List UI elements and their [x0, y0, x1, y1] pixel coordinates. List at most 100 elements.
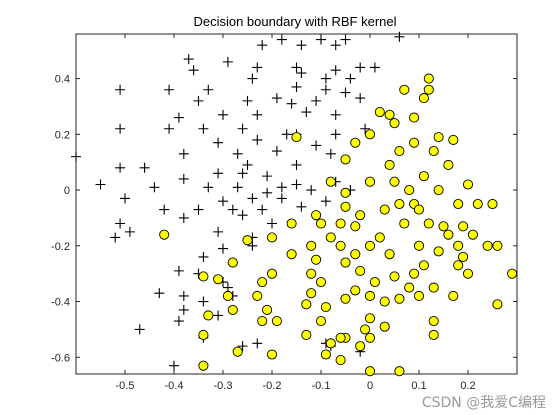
circle-marker: [433, 246, 444, 257]
circle-marker: [462, 268, 474, 279]
plus-marker: [330, 109, 341, 120]
plus-marker: [355, 93, 366, 104]
circle-marker: [394, 293, 405, 304]
circle-marker: [438, 221, 449, 232]
circle-marker: [301, 299, 312, 310]
circle-marker: [389, 271, 400, 282]
plus-marker: [178, 148, 189, 159]
circle-marker: [203, 310, 214, 321]
plus-marker: [218, 109, 228, 120]
plus-marker: [252, 338, 263, 349]
y-tick-label: -0.6: [51, 352, 70, 364]
circle-marker: [350, 221, 361, 232]
circle-marker: [428, 282, 439, 293]
plus-marker: [124, 226, 135, 237]
circle-marker: [364, 240, 376, 251]
plus-marker: [330, 65, 341, 76]
series-circle-markers: [159, 73, 518, 377]
plus-marker: [159, 204, 170, 215]
circle-marker: [286, 249, 297, 260]
plus-marker: [134, 324, 145, 335]
plus-marker: [330, 40, 341, 51]
circle-marker: [413, 204, 425, 215]
plus-marker: [115, 162, 126, 173]
circle-marker: [242, 235, 253, 246]
x-tick-label: -0.2: [263, 380, 282, 392]
plus-marker: [178, 304, 189, 315]
circle-marker: [433, 132, 444, 143]
circle-marker: [487, 198, 498, 210]
circle-marker: [311, 254, 322, 265]
plus-marker: [281, 129, 292, 140]
circle-marker: [384, 159, 395, 171]
plus-marker: [330, 129, 341, 140]
plus-marker: [311, 140, 322, 151]
circle-marker: [453, 260, 464, 271]
circle-marker: [306, 240, 317, 251]
circle-marker: [286, 218, 297, 229]
circle-marker: [311, 210, 322, 221]
circle-marker: [418, 171, 429, 182]
circle-marker: [413, 290, 425, 302]
plus-marker: [237, 341, 248, 352]
circle-marker: [355, 210, 366, 221]
circle-marker: [423, 84, 434, 95]
circle-marker: [394, 145, 405, 157]
y-tick-label: 0.4: [55, 74, 70, 86]
plus-marker: [213, 226, 224, 237]
plus-marker: [276, 182, 287, 193]
plus-marker: [306, 185, 317, 196]
circle-marker: [482, 240, 493, 251]
circle-marker: [306, 268, 317, 279]
plus-marker: [296, 68, 307, 79]
plus-marker: [369, 62, 380, 73]
plus-marker: [296, 201, 307, 212]
circle-marker: [448, 134, 459, 145]
plus-marker: [267, 218, 277, 229]
circle-marker: [467, 229, 478, 240]
circle-marker: [227, 257, 238, 268]
circle-marker: [198, 360, 209, 371]
plus-marker: [95, 179, 106, 190]
circle-marker: [409, 268, 420, 279]
circle-marker: [266, 232, 278, 243]
y-tick-label: 0: [64, 185, 70, 197]
plus-marker: [262, 187, 273, 198]
circle-marker: [335, 355, 346, 366]
plus-marker: [242, 159, 253, 170]
plus-marker: [213, 310, 224, 321]
circle-marker: [222, 290, 233, 302]
circle-marker: [315, 276, 327, 288]
circle-marker: [448, 290, 459, 302]
plus-marker: [247, 193, 258, 204]
plus-marker: [257, 40, 268, 51]
circle-marker: [458, 221, 469, 232]
plus-marker: [286, 98, 297, 109]
circle-marker: [413, 240, 425, 251]
circle-marker: [384, 249, 395, 260]
circle-marker: [453, 240, 464, 251]
circle-marker: [428, 329, 439, 341]
circle-marker: [364, 290, 376, 302]
circle-marker: [394, 366, 405, 377]
circle-marker: [374, 232, 385, 243]
plus-marker: [154, 288, 165, 299]
circle-marker: [340, 187, 351, 198]
plus-marker: [222, 56, 233, 67]
circle-marker: [271, 315, 282, 327]
y-tick-label: -0.4: [51, 297, 70, 309]
plus-marker: [291, 159, 302, 170]
plus-marker: [325, 148, 336, 159]
circle-marker: [266, 349, 278, 360]
circle-marker: [418, 260, 429, 271]
x-tick-label: -0.4: [165, 380, 184, 392]
circle-marker: [399, 218, 410, 229]
plus-marker: [271, 93, 282, 104]
circle-marker: [428, 315, 439, 327]
plus-marker: [252, 62, 263, 73]
circle-marker: [232, 346, 243, 357]
x-tick-label: -0.3: [214, 380, 233, 392]
circle-marker: [364, 313, 376, 324]
plus-marker: [213, 137, 224, 148]
